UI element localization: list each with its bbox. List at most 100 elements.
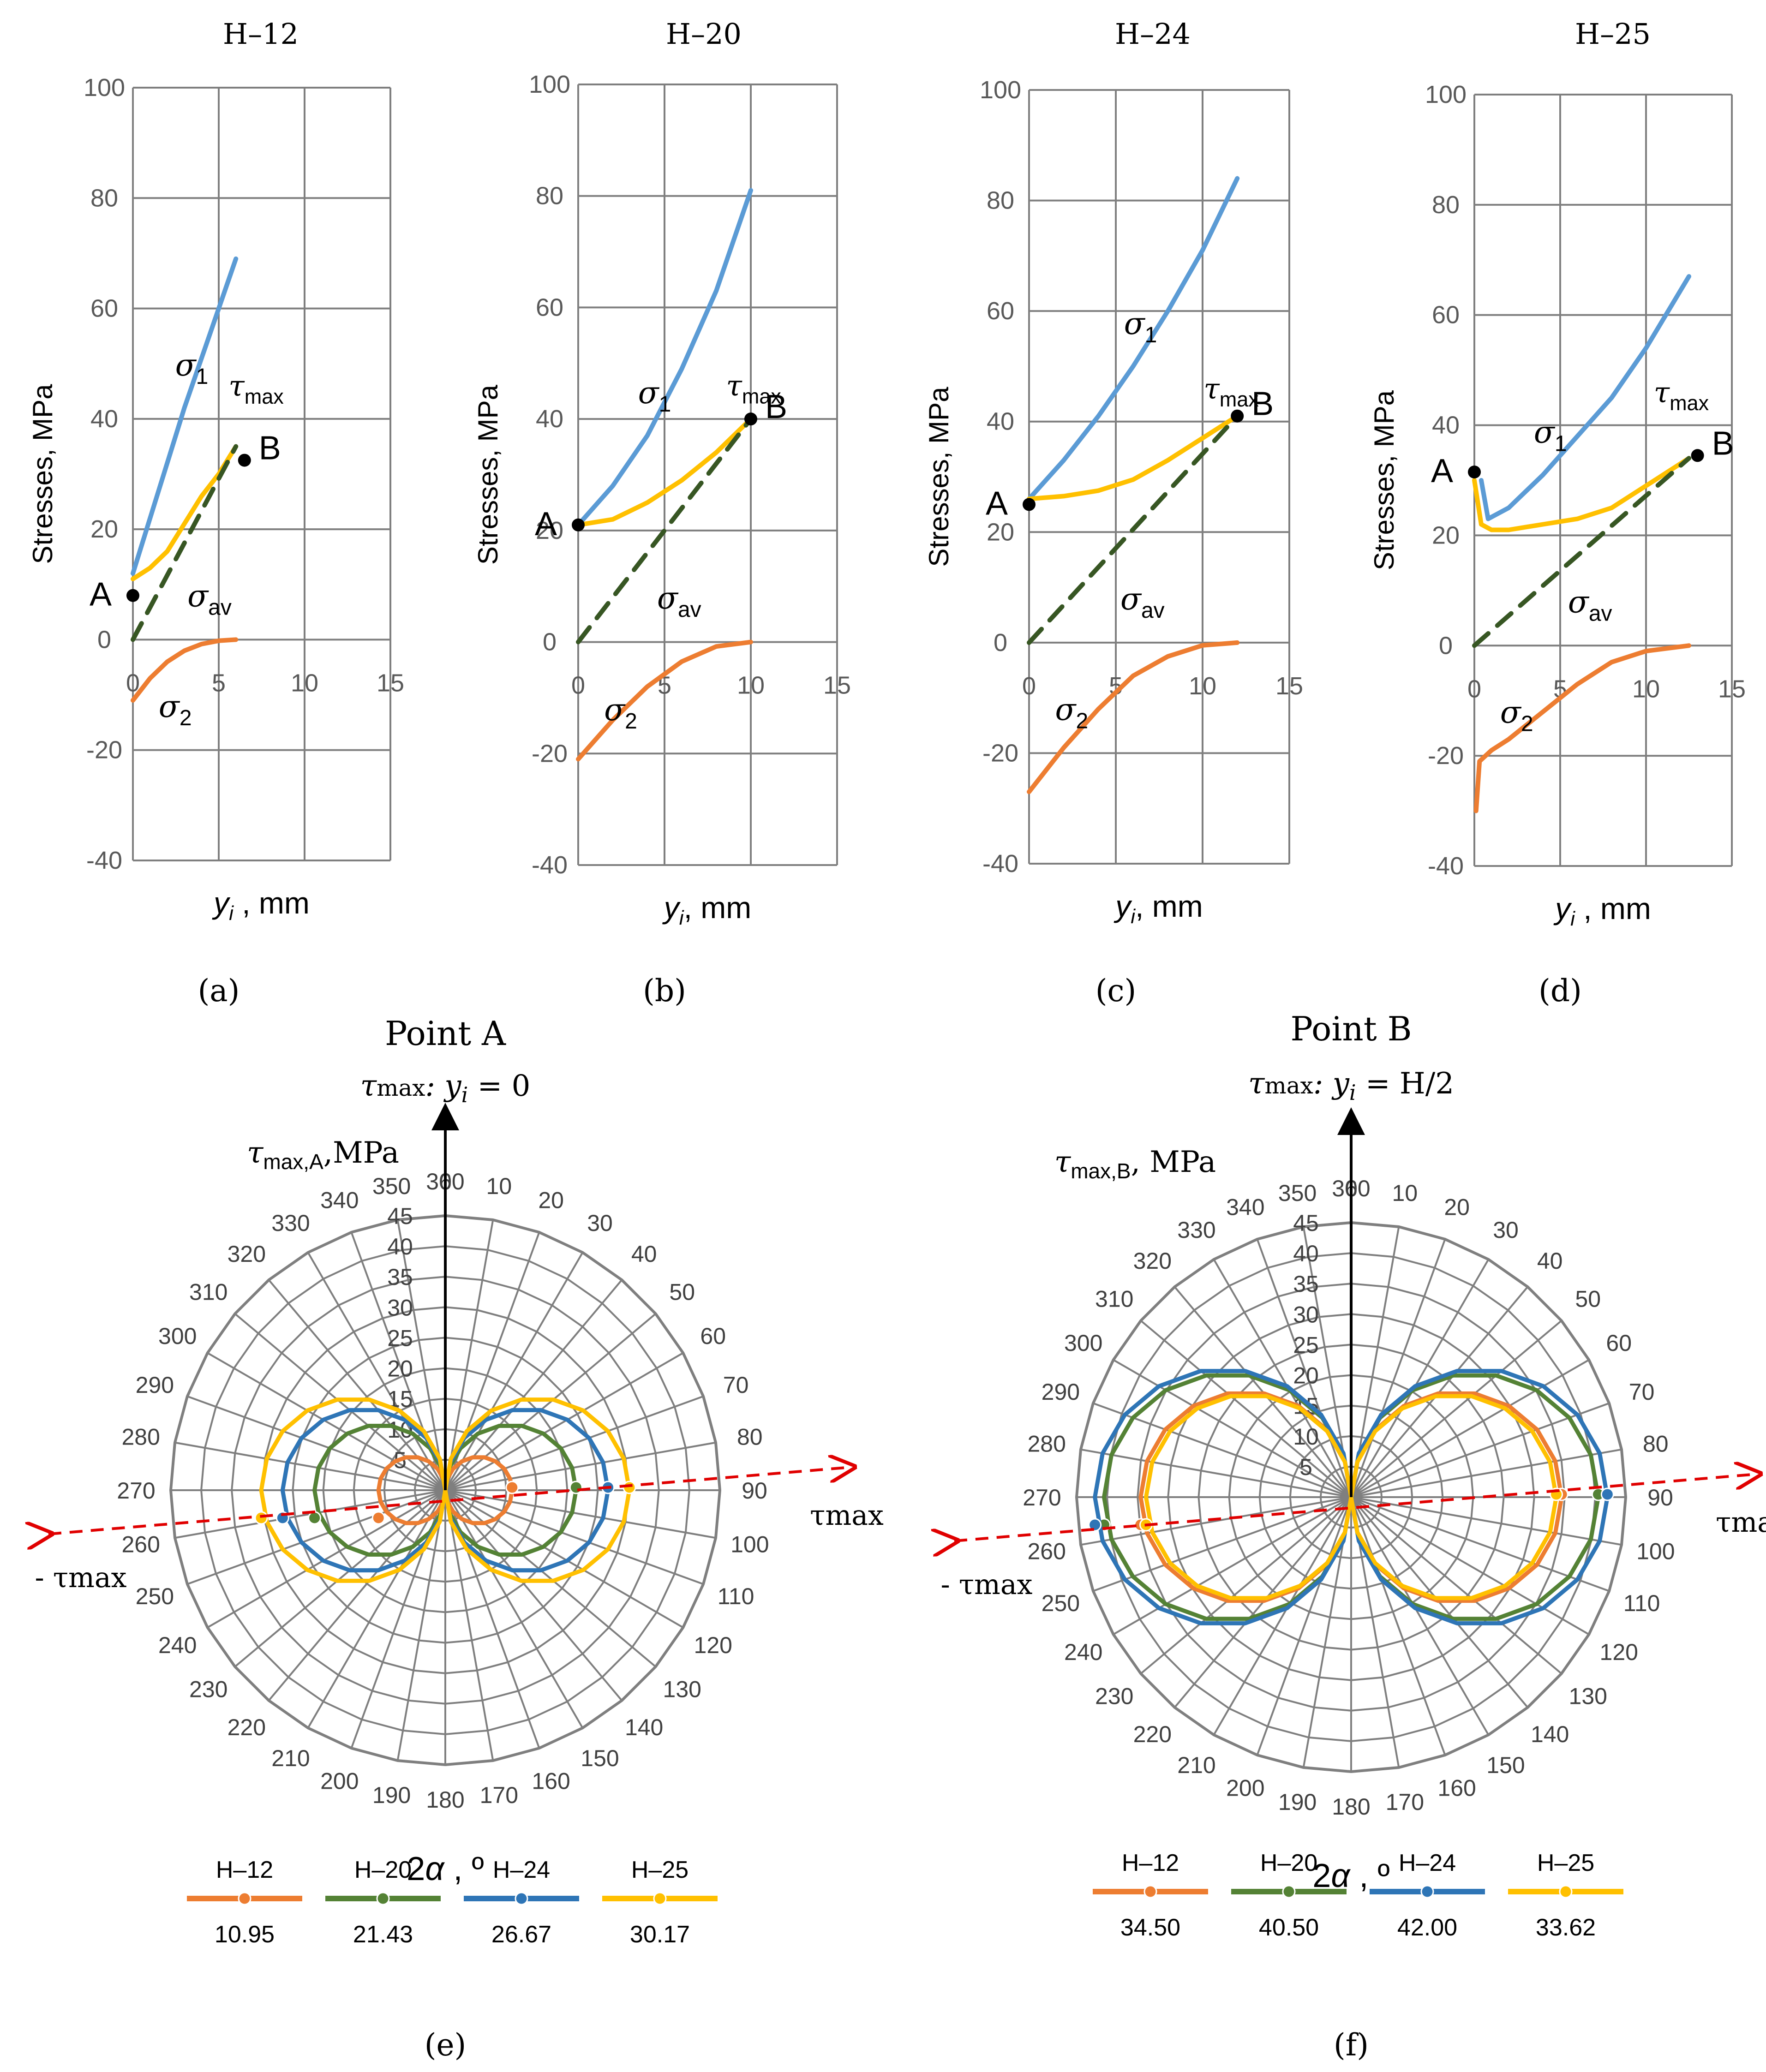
angle-tick-label: 100	[1636, 1538, 1675, 1564]
angle-tick-label: 190	[372, 1782, 411, 1808]
y-tick-label: 20	[90, 515, 118, 543]
angle-tick-label: 140	[625, 1714, 663, 1740]
panel-label: (b)	[643, 973, 686, 1009]
y-tick-label: -40	[532, 851, 568, 879]
x-tick-label: 0	[1022, 672, 1036, 700]
chart-title: H–20	[666, 17, 742, 51]
tau-negative-label: - τmax	[940, 1569, 1032, 1601]
x-axis-label: yi, mm	[1113, 889, 1203, 928]
sigma-av-label: σav	[1568, 585, 1612, 626]
series-line-sigma2	[131, 637, 239, 703]
y-tick-label: 0	[994, 629, 1007, 657]
legend-series-name: H–12	[216, 1857, 273, 1883]
radial-tick-label: 30	[1293, 1302, 1319, 1327]
polar-marker-pos	[623, 1481, 636, 1494]
tau-max-label: τmax	[726, 369, 782, 408]
x-axis-label: yi , mm	[1553, 891, 1651, 930]
angle-tick-label: 310	[189, 1279, 227, 1305]
angle-tick-label: 90	[1647, 1485, 1673, 1511]
y-tick-label: 100	[84, 74, 125, 102]
tau-dashed-axis	[954, 1474, 1757, 1541]
y-tick-label: -20	[982, 739, 1018, 767]
sigma-av-label: σav	[1120, 581, 1165, 623]
angle-tick-label: 50	[669, 1279, 695, 1305]
polar-spoke	[444, 1252, 584, 1491]
point-a-label: A	[535, 506, 557, 543]
sigma1-label: σ1	[1534, 414, 1567, 456]
x-tick-label: 0	[571, 672, 585, 699]
legend-marker	[1420, 1885, 1434, 1899]
angle-tick-label: 210	[271, 1745, 310, 1771]
angle-tick-label: 330	[1177, 1217, 1215, 1243]
tau-positive-label: τmax	[810, 1499, 884, 1532]
tau-max-label: τmax	[228, 369, 284, 408]
radial-tick-label: 45	[1293, 1210, 1319, 1236]
angle-tick-label: 130	[1569, 1684, 1607, 1709]
legend-value: 26.67	[491, 1921, 551, 1948]
polar-spoke	[1350, 1259, 1490, 1498]
angle-tick-label: 180	[1332, 1794, 1370, 1820]
angle-tick-label: 330	[271, 1210, 310, 1236]
legend-marker	[1282, 1885, 1296, 1899]
series-line-sigma-av	[1472, 456, 1691, 648]
legend-value: 33.62	[1536, 1914, 1596, 1941]
panel-label: (e)	[425, 2027, 467, 2063]
y-tick-label: 80	[987, 187, 1014, 215]
point-a-marker	[572, 518, 585, 531]
chart-title: H–25	[1575, 17, 1651, 51]
legend-value: 34.50	[1120, 1914, 1180, 1941]
polar-spoke	[396, 1219, 446, 1491]
angle-tick-label: 40	[631, 1241, 657, 1267]
angle-tick-label: 250	[136, 1583, 174, 1609]
chart-subtitle: τmax: yi = H/2	[1248, 1067, 1454, 1105]
polar-spoke	[1213, 1259, 1352, 1498]
y-tick-label: 80	[1432, 191, 1460, 219]
x-tick-label: 5	[212, 669, 226, 697]
angle-tick-label: 150	[581, 1745, 619, 1771]
angle-tick-label: 130	[663, 1677, 701, 1702]
y-tick-label: 60	[536, 293, 563, 321]
angle-tick-label: 230	[189, 1677, 227, 1702]
angle-tick-label: 60	[1606, 1330, 1632, 1356]
angle-tick-label: 240	[158, 1632, 197, 1658]
x-tick-label: 15	[1718, 675, 1746, 703]
series-line-sigma1	[131, 256, 239, 576]
angle-tick-label: 80	[1643, 1431, 1669, 1457]
angle-tick-label: 40	[1537, 1248, 1563, 1274]
sigma1-label: σ1	[175, 347, 209, 389]
legend-series-name: H–25	[631, 1857, 688, 1883]
y-axis-label: Stresses, MPa	[27, 384, 58, 564]
series-line-sigma-av	[1027, 413, 1240, 645]
sigma1-label: σ1	[638, 375, 671, 417]
radial-axis-label: τmax,B, MPa	[1054, 1145, 1216, 1183]
x-tick-label: 15	[823, 672, 851, 699]
angle-tick-label: 310	[1095, 1286, 1133, 1312]
x-tick-label: 10	[1189, 672, 1216, 700]
series-line-tau-max	[576, 417, 753, 527]
y-tick-label: 0	[543, 628, 557, 656]
angle-tick-label: 160	[1437, 1775, 1476, 1801]
series-line-sigma1	[1479, 274, 1691, 521]
point-a-label: A	[90, 576, 112, 613]
radial-axis-label: τmax,A,MPa	[247, 1136, 399, 1174]
x-tick-label: 10	[1632, 675, 1660, 703]
legend-value: 40.50	[1259, 1914, 1319, 1941]
radial-tick-label: 20	[387, 1356, 413, 1382]
legend: H–12 10.95 H–20 21.43 H–24 26.67 H–25 30.17	[187, 1857, 718, 1948]
legend-series-name: H–12	[1122, 1850, 1179, 1876]
x-tick-label: 10	[737, 672, 765, 699]
y-tick-label: -20	[532, 740, 568, 767]
radial-tick-label: 35	[387, 1264, 413, 1290]
legend-marker	[515, 1892, 528, 1905]
y-tick-label: 40	[1432, 412, 1460, 439]
legend-series-name: H–24	[1399, 1850, 1456, 1876]
series-line-sigma1	[1027, 176, 1240, 502]
legend-value: 10.95	[215, 1921, 275, 1948]
angle-tick-label: 10	[1392, 1180, 1418, 1206]
polar-marker-neg	[308, 1511, 322, 1525]
angle-tick-label: 270	[117, 1478, 155, 1504]
chart-title: H–12	[223, 17, 299, 51]
angle-tick-label: 300	[158, 1323, 197, 1349]
